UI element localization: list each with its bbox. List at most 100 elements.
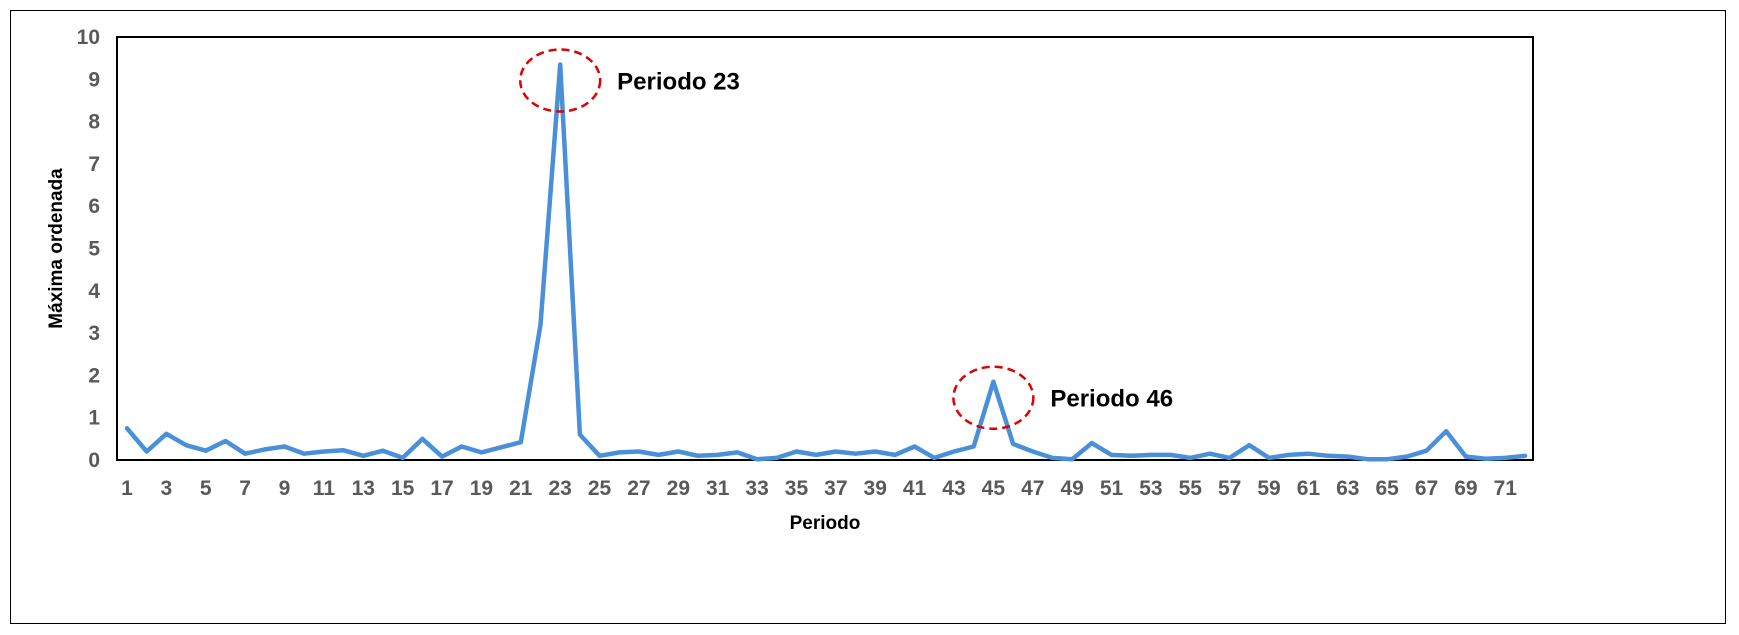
x-tick-label: 11	[313, 477, 336, 500]
data-point	[814, 453, 818, 457]
data-point	[1070, 457, 1074, 461]
y-axis-ticks: 0 1 2 3 4 5 6 7 8 9 10	[77, 26, 101, 472]
data-point	[617, 450, 621, 454]
data-point	[873, 450, 877, 454]
data-point	[401, 456, 405, 460]
annotation-layer: Periodo 23 Periodo 46	[518, 48, 1173, 430]
data-point	[223, 439, 227, 443]
x-axis-label: Periodo	[790, 513, 861, 534]
x-tick-label: 15	[391, 477, 415, 500]
x-tick-label: 35	[785, 477, 809, 500]
x-tick-label: 1	[121, 477, 133, 500]
x-tick-label: 5	[200, 477, 212, 500]
data-point	[1484, 457, 1488, 461]
data-point	[637, 450, 641, 454]
x-tick-label: 37	[824, 477, 847, 500]
data-point	[932, 456, 936, 460]
data-point	[1129, 454, 1133, 458]
x-tick-label: 57	[1218, 477, 1241, 500]
data-point	[440, 455, 444, 459]
data-point	[794, 450, 798, 454]
annotation-label: Periodo 46	[1050, 386, 1173, 413]
x-tick-label: 27	[627, 477, 650, 500]
x-tick-label: 53	[1139, 477, 1162, 500]
x-tick-label: 71	[1494, 477, 1518, 500]
y-tick-label: 8	[88, 111, 100, 134]
x-tick-label: 45	[982, 477, 1006, 500]
x-tick-label: 55	[1179, 477, 1203, 500]
data-point	[145, 450, 149, 454]
x-tick-label: 3	[161, 477, 173, 500]
x-tick-label: 31	[706, 477, 730, 500]
x-tick-label: 9	[279, 477, 291, 500]
data-point	[342, 448, 346, 452]
x-tick-label: 29	[667, 477, 690, 500]
data-point	[657, 453, 661, 457]
y-tick-label: 7	[88, 153, 100, 176]
data-point	[1090, 441, 1094, 445]
x-tick-label: 49	[1060, 477, 1083, 500]
data-point	[381, 449, 385, 453]
data-point	[1110, 453, 1114, 457]
x-tick-label: 63	[1336, 477, 1359, 500]
data-point	[1385, 457, 1389, 461]
data-point	[558, 62, 562, 66]
data-point	[952, 450, 956, 454]
y-tick-label: 1	[88, 407, 100, 430]
data-point	[538, 323, 542, 327]
highlight-ellipse	[518, 48, 602, 113]
data-point	[1326, 454, 1330, 458]
data-point	[361, 454, 365, 458]
series-layer	[124, 62, 1528, 462]
data-point	[204, 449, 208, 453]
data-point	[1149, 453, 1153, 457]
y-axis-label: Máxima ordenada	[46, 168, 67, 329]
data-point	[243, 452, 247, 456]
data-point	[893, 453, 897, 457]
x-tick-label: 23	[549, 477, 572, 500]
x-tick-label: 7	[239, 477, 251, 500]
data-point	[696, 454, 700, 458]
y-tick-label: 9	[88, 68, 100, 91]
data-point	[1306, 452, 1310, 456]
data-point	[1503, 456, 1507, 460]
data-point	[1346, 455, 1350, 459]
data-point	[1267, 456, 1271, 460]
data-point	[913, 444, 917, 448]
data-point	[1169, 453, 1173, 457]
data-point	[1031, 450, 1035, 454]
x-tick-label: 39	[864, 477, 887, 500]
data-point	[775, 456, 779, 460]
data-point	[1464, 455, 1468, 459]
data-point	[499, 445, 503, 449]
data-point	[125, 426, 129, 430]
annotation-label: Periodo 23	[617, 68, 740, 95]
x-tick-label: 13	[352, 477, 375, 500]
x-tick-label: 51	[1100, 477, 1124, 500]
data-point	[1287, 453, 1291, 457]
chart-frame	[10, 10, 1726, 624]
x-tick-label: 19	[470, 477, 493, 500]
data-point	[1247, 443, 1251, 447]
y-tick-label: 0	[88, 449, 100, 472]
y-tick-label: 2	[88, 364, 100, 387]
data-point	[991, 380, 995, 384]
data-point	[164, 432, 168, 436]
data-point	[578, 433, 582, 437]
data-point	[598, 454, 602, 458]
data-point	[420, 437, 424, 441]
data-point	[263, 447, 267, 451]
x-tick-label: 69	[1454, 477, 1477, 500]
data-point	[302, 452, 306, 456]
data-point	[322, 450, 326, 454]
data-point	[1365, 457, 1369, 461]
x-tick-label: 25	[588, 477, 612, 500]
data-point	[834, 450, 838, 454]
data-point	[1208, 452, 1212, 456]
x-tick-label: 21	[509, 477, 533, 500]
data-point	[1011, 442, 1015, 446]
highlight-ellipse	[952, 365, 1035, 430]
data-point	[1050, 456, 1054, 460]
plot-area	[116, 36, 1534, 461]
